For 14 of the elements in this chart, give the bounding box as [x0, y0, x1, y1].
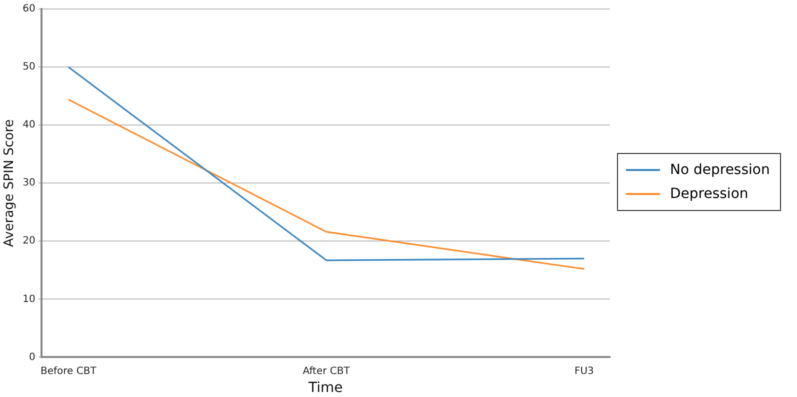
y-tick-label: 30: [22, 178, 36, 189]
x-tick-label: FU3: [574, 366, 594, 377]
y-tick-label: 10: [22, 294, 36, 305]
legend-label: No depression: [670, 162, 770, 178]
y-axis-title: Average SPIN Score: [2, 119, 18, 247]
x-axis-title: Time: [308, 380, 343, 396]
y-tick-label: 40: [22, 120, 36, 131]
y-tick-label: 60: [22, 4, 36, 15]
y-tick-label: 0: [28, 352, 36, 363]
x-tick-label: After CBT: [302, 366, 351, 377]
y-tick-label: 50: [22, 62, 36, 73]
x-tick-label: Before CBT: [40, 366, 98, 377]
y-tick-label: 20: [22, 236, 36, 247]
legend-label: Depression: [670, 186, 748, 202]
